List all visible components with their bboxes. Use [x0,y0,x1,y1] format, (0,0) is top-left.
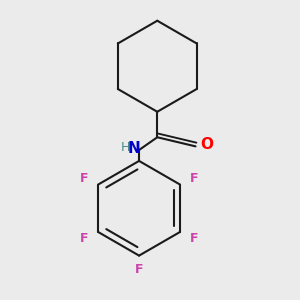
Text: H: H [121,141,130,154]
Text: O: O [201,137,214,152]
Text: N: N [128,141,141,156]
Text: F: F [135,263,143,276]
Text: F: F [190,232,198,245]
Text: F: F [80,172,88,184]
Text: F: F [190,172,198,184]
Text: F: F [80,232,88,245]
